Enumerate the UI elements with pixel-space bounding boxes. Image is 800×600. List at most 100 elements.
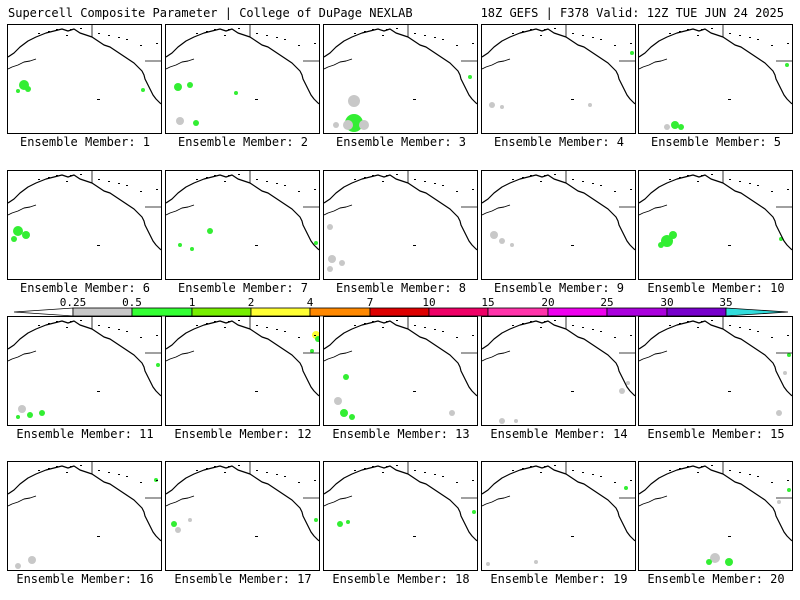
ensemble-panel [323, 316, 478, 426]
colorbar-segment [547, 307, 608, 317]
island [749, 329, 751, 330]
island [414, 470, 416, 471]
ensemble-member-label: Ensemble Member: 3 [335, 135, 467, 149]
island [739, 472, 741, 473]
scp-contour [327, 224, 333, 230]
island [739, 181, 741, 182]
scp-contour [783, 371, 787, 375]
scp-contour [339, 260, 345, 266]
hawaii-islands [255, 391, 258, 392]
island [284, 185, 286, 186]
scp-contour [13, 226, 23, 236]
scp-contour [178, 243, 182, 247]
ensemble-member-label: Ensemble Member: 16 [16, 572, 154, 586]
island [238, 320, 240, 321]
island [554, 320, 556, 321]
scp-contour [327, 266, 333, 272]
island-chain [166, 58, 195, 70]
island [711, 174, 713, 175]
island [456, 45, 458, 46]
coastline [166, 174, 319, 251]
island [582, 472, 584, 473]
island [298, 482, 300, 483]
coastline [166, 28, 319, 105]
island [354, 33, 356, 34]
island [442, 331, 444, 332]
island-chain [324, 204, 353, 216]
island [522, 468, 524, 469]
coastline [639, 174, 792, 251]
island [630, 43, 632, 44]
colorbar-tick-label: 0.5 [122, 296, 142, 309]
ensemble-member-label: Ensemble Member: 6 [19, 281, 151, 295]
island [214, 175, 216, 176]
island [729, 470, 731, 471]
island [38, 179, 40, 180]
island [787, 43, 789, 44]
island [572, 325, 574, 326]
island [214, 466, 216, 467]
island [679, 31, 681, 32]
island [38, 325, 40, 326]
island [80, 174, 82, 175]
island [386, 466, 388, 467]
island [98, 179, 100, 180]
island [256, 33, 258, 34]
hawaii-islands [413, 391, 416, 392]
island [697, 35, 699, 36]
island [126, 331, 128, 332]
scp-contour [337, 521, 343, 527]
scp-contour [28, 556, 36, 564]
scp-contour [499, 238, 505, 244]
island [614, 337, 616, 338]
ensemble-panel [7, 316, 162, 426]
island [787, 189, 789, 190]
island [298, 337, 300, 338]
scp-contour [661, 235, 673, 247]
island [739, 35, 741, 36]
island [206, 468, 208, 469]
island [434, 474, 436, 475]
panel-map [324, 462, 477, 542]
scp-contour [787, 488, 791, 492]
island [140, 45, 142, 46]
island [544, 175, 546, 176]
ensemble-panel [481, 24, 636, 134]
scp-contour [630, 51, 634, 55]
colorbar-right-arrow [725, 307, 789, 317]
island [771, 191, 773, 192]
ensemble-panel [7, 170, 162, 280]
ensemble-member-label: Ensemble Member: 8 [335, 281, 467, 295]
island [472, 480, 474, 481]
island [687, 466, 689, 467]
coastline [324, 320, 477, 397]
scp-contour [207, 228, 213, 234]
colorbar-tick-label: 15 [481, 296, 495, 309]
island [238, 28, 240, 29]
island-chain [8, 495, 37, 507]
ensemble-panel [165, 461, 320, 571]
scp-contour [193, 120, 199, 126]
panel-map [8, 25, 161, 105]
island [284, 39, 286, 40]
island [196, 470, 198, 471]
island [98, 33, 100, 34]
island [630, 480, 632, 481]
colorbar-tick-label: 4 [306, 296, 314, 309]
island [224, 35, 226, 36]
scp-contour [489, 102, 495, 108]
island [140, 337, 142, 338]
island [711, 320, 713, 321]
scp-contour [776, 410, 782, 416]
panel-map [324, 171, 477, 272]
island [522, 31, 524, 32]
island [554, 174, 556, 175]
island [228, 321, 230, 322]
island [512, 33, 514, 34]
island [108, 35, 110, 36]
hawaii-islands [97, 245, 100, 246]
scp-contour [658, 242, 664, 248]
ensemble-panel [481, 461, 636, 571]
island [701, 29, 703, 30]
island [214, 29, 216, 30]
